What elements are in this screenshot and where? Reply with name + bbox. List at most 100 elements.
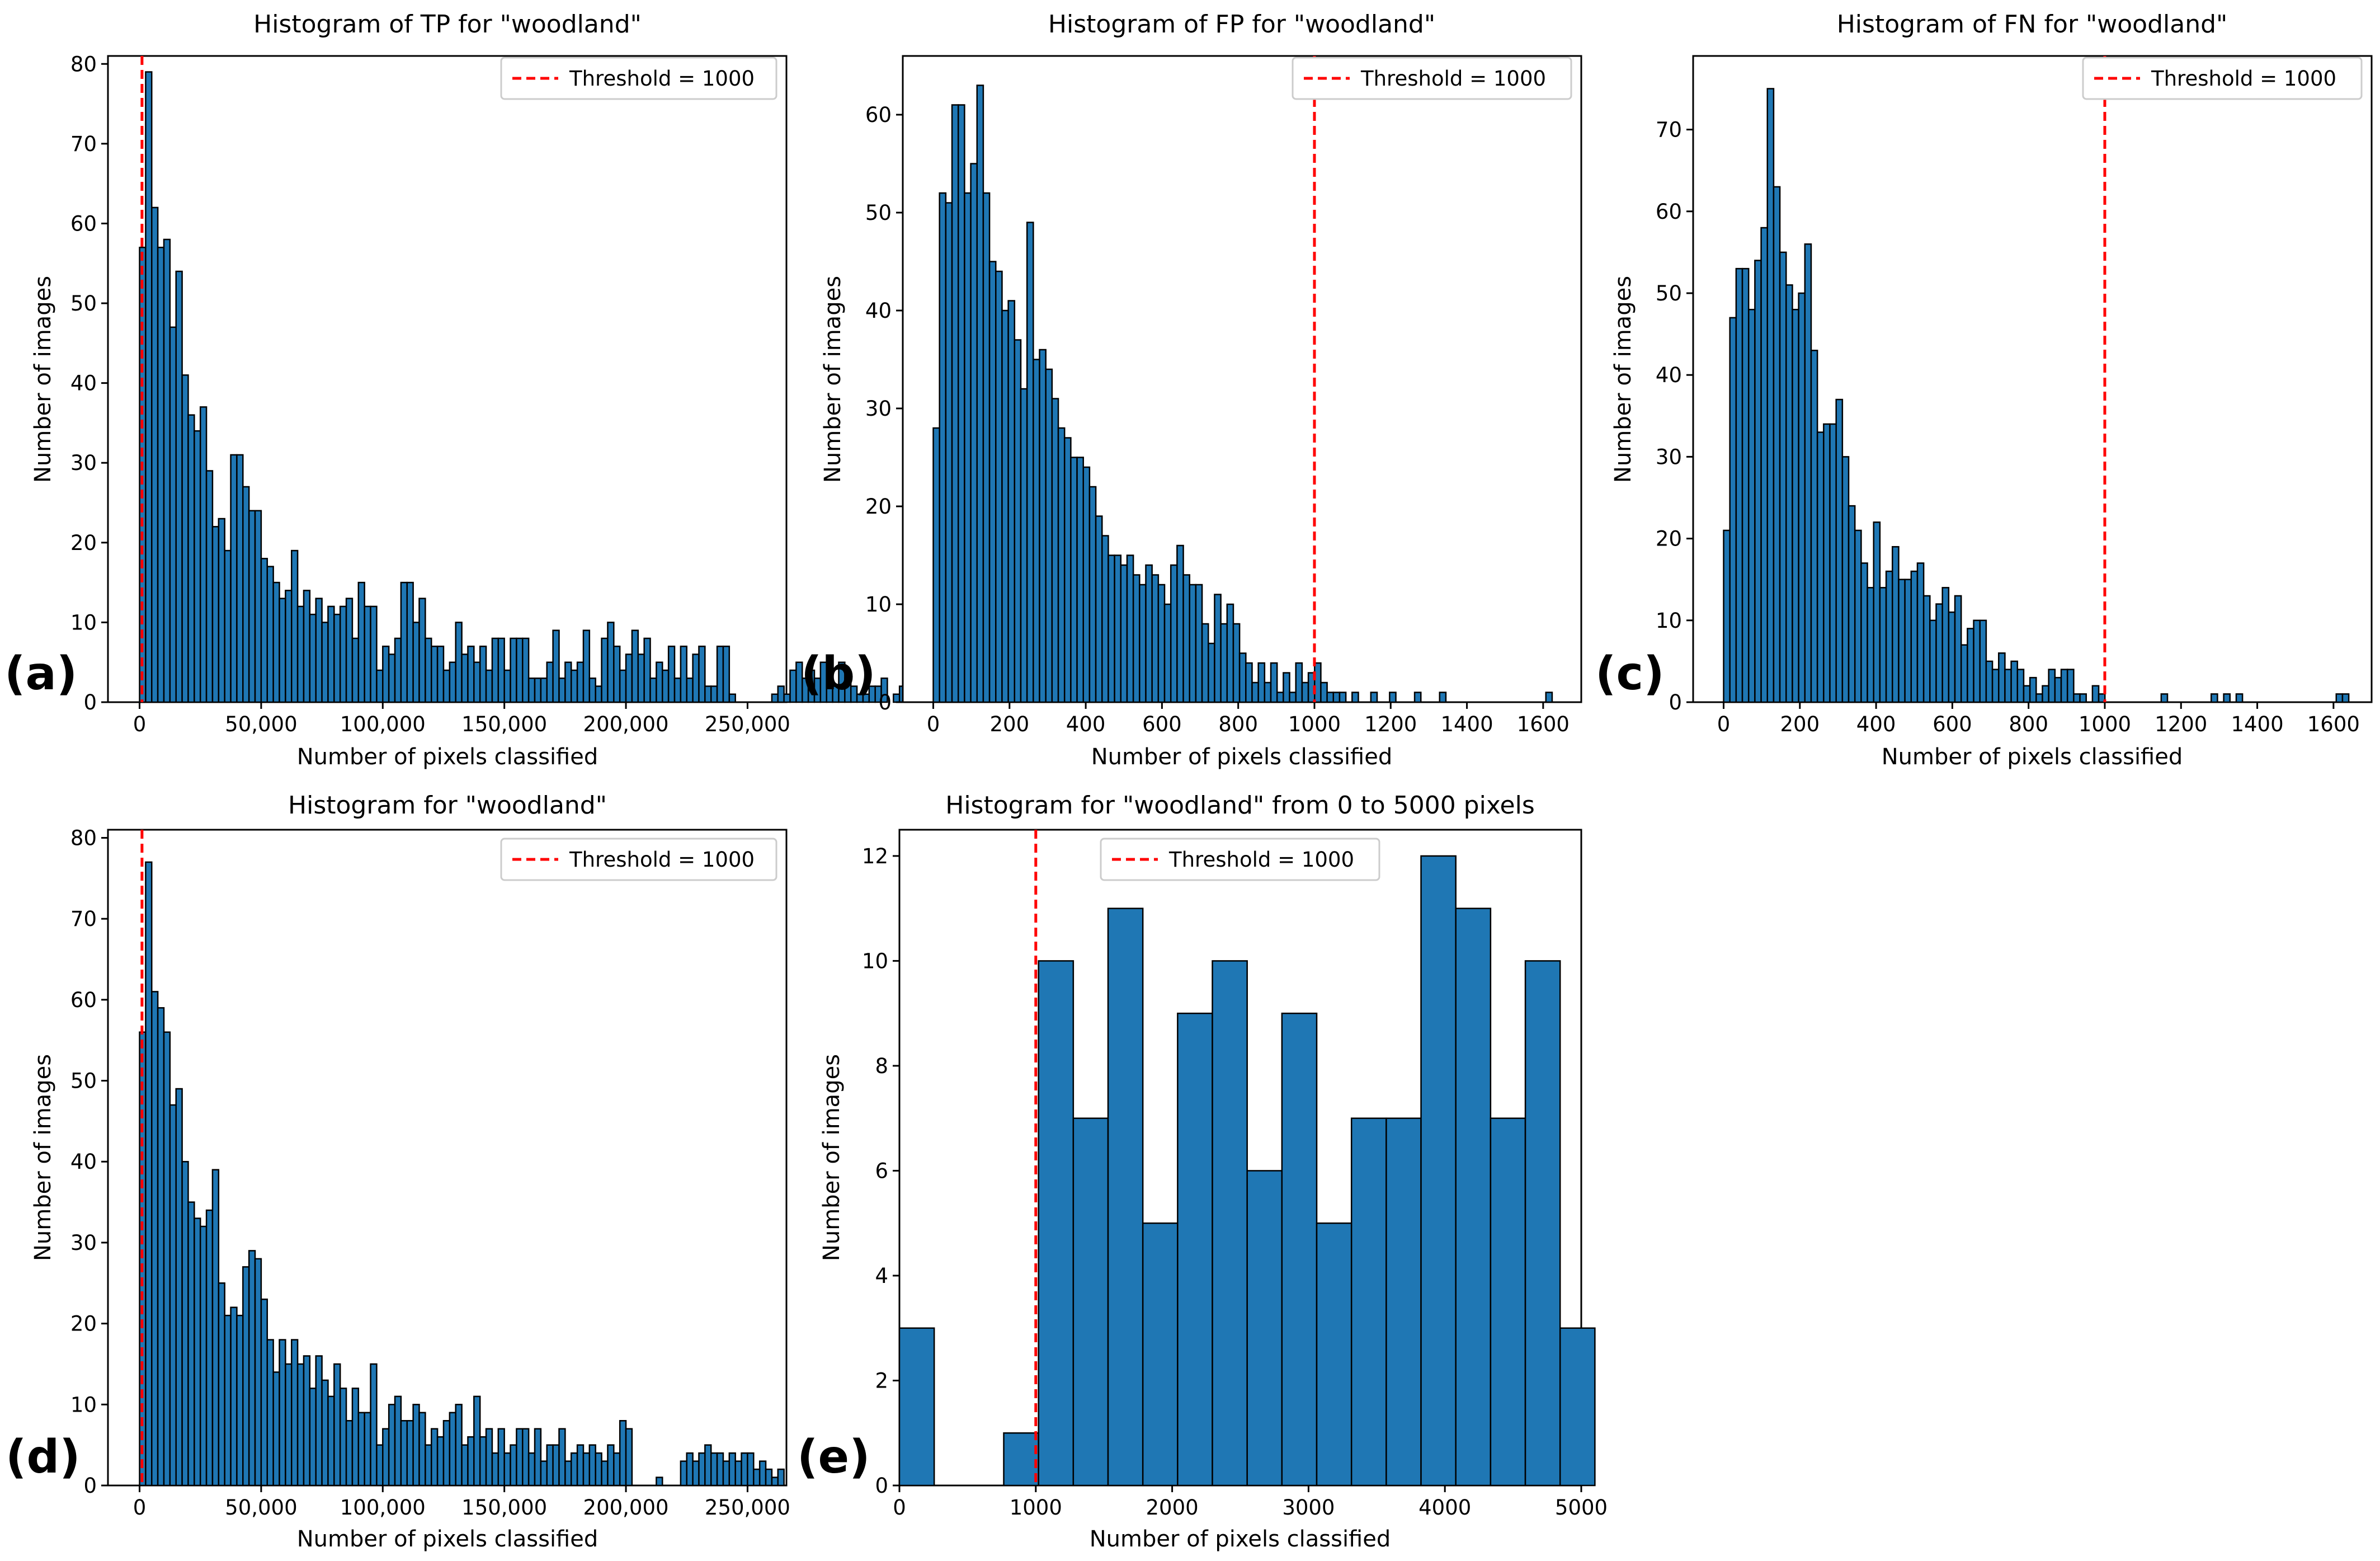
histogram-bar xyxy=(412,622,420,703)
histogram-bar xyxy=(625,1428,633,1487)
histogram-bar xyxy=(455,622,463,703)
histogram-bar xyxy=(1082,466,1091,703)
histogram-bar xyxy=(382,645,390,703)
histogram-bar xyxy=(333,1363,341,1487)
histogram-bar xyxy=(1220,623,1228,703)
x-tick-label: 100,000 xyxy=(340,1496,426,1520)
y-tick-label: 0 xyxy=(875,1474,888,1498)
histogram-bar xyxy=(1841,456,1850,703)
histogram-bar xyxy=(1107,908,1144,1487)
histogram-bar xyxy=(698,645,706,703)
histogram-bar xyxy=(546,661,554,703)
histogram-bar xyxy=(236,1314,244,1487)
histogram-bar xyxy=(388,1404,396,1487)
histogram-bar xyxy=(988,261,997,703)
histogram-bar xyxy=(1039,349,1047,703)
legend-label: Threshold = 1000 xyxy=(1168,848,1354,872)
y-tick-label: 60 xyxy=(1656,200,1682,224)
histogram-bar xyxy=(1860,562,1868,703)
x-axis-label: Number of pixels classified xyxy=(1090,1526,1391,1552)
histogram-bar xyxy=(218,1282,225,1487)
histogram-bar xyxy=(2004,669,2012,703)
histogram-bar xyxy=(303,1355,311,1487)
x-tick-label: 1600 xyxy=(1517,712,1570,736)
histogram-bar xyxy=(1892,546,1900,703)
histogram-bar xyxy=(1208,642,1215,703)
y-tick-label: 80 xyxy=(70,52,97,76)
y-tick-label: 12 xyxy=(862,844,888,868)
histogram-bar xyxy=(309,1388,317,1487)
histogram-bar xyxy=(1545,692,1553,703)
histogram-bar xyxy=(339,1388,347,1487)
x-tick-label: 0 xyxy=(133,712,147,736)
histogram-bar xyxy=(741,1452,748,1487)
histogram-bar xyxy=(449,661,456,703)
histogram-bar xyxy=(1747,308,1756,703)
histogram-bar xyxy=(1389,692,1397,703)
histogram-bar xyxy=(1941,587,1950,703)
histogram-bar xyxy=(976,84,984,703)
x-tick-label: 0 xyxy=(1717,712,1731,736)
histogram-bar xyxy=(1281,1012,1318,1487)
histogram-bar xyxy=(1929,619,1937,703)
histogram-bar xyxy=(667,645,676,703)
histogram-bar xyxy=(898,1327,935,1487)
histogram-bar xyxy=(951,104,959,703)
histogram-bar xyxy=(497,637,505,703)
histogram-bar xyxy=(321,1379,329,1487)
histogram-bar xyxy=(1257,662,1266,703)
histogram-bar xyxy=(747,1452,755,1487)
x-tick-label: 200,000 xyxy=(583,712,669,736)
histogram-bar xyxy=(1954,595,1962,703)
x-tick-label: 150,000 xyxy=(461,712,547,736)
histogram-bar xyxy=(1057,427,1066,703)
x-axis-label: Number of pixels classified xyxy=(297,1526,598,1552)
histogram-bar xyxy=(285,590,293,703)
y-ticks: 0 10 20 30 40 50 60 xyxy=(865,103,903,714)
histogram-bar xyxy=(1873,521,1881,703)
histogram-bar xyxy=(753,1468,761,1487)
histogram-bar xyxy=(145,861,153,1487)
histogram-bar xyxy=(1151,574,1160,703)
y-tick-label: 40 xyxy=(70,372,97,396)
histogram-bar xyxy=(1413,692,1422,703)
histogram-bar xyxy=(1301,681,1309,703)
histogram-bar xyxy=(1904,579,1912,703)
histogram-bar xyxy=(601,637,609,703)
x-axis-label: Number of pixels classified xyxy=(1882,744,2183,770)
x-ticks: 0 200 400 600 800 1000 1200 1400 1600 xyxy=(927,702,1570,736)
histogram-bar xyxy=(595,685,602,703)
histogram-bar xyxy=(680,645,688,703)
y-tick-label: 80 xyxy=(70,826,97,850)
histogram-bar xyxy=(1189,584,1197,703)
histogram-bar xyxy=(418,598,426,703)
panel-c: 0 200 400 600 800 1000 1200 1400 1600 0 10 20 30 40 5… xyxy=(1595,10,2373,770)
y-tick-label: 2 xyxy=(875,1369,888,1393)
histogram-bar xyxy=(510,637,517,703)
y-tick-label: 30 xyxy=(1656,445,1682,469)
panel-b: 0 200 400 600 800 1000 1200 1400 1600 0 10 20 30 40 5… xyxy=(801,10,1582,770)
histogram-bar xyxy=(2098,693,2106,703)
histogram-bar xyxy=(473,661,481,703)
histogram-bar xyxy=(964,192,972,703)
legend-label: Threshold = 1000 xyxy=(569,67,755,91)
histogram-bar xyxy=(527,677,536,703)
histogram-bar xyxy=(1076,457,1084,703)
histogram-bar xyxy=(1126,554,1134,703)
histogram-bar xyxy=(716,1452,724,1487)
x-tick-label: 150,000 xyxy=(461,1496,547,1520)
histogram-bar xyxy=(291,1339,299,1487)
histogram-bar xyxy=(1960,644,1968,703)
histogram-bar xyxy=(1145,564,1153,703)
histogram-bar xyxy=(503,1452,511,1487)
histogram-bar xyxy=(345,598,354,703)
histogram-bar xyxy=(734,1460,742,1487)
histogram-bar xyxy=(1120,564,1128,703)
histogram-bar xyxy=(181,374,189,703)
histogram-bar xyxy=(1088,486,1097,703)
histogram-bar xyxy=(248,1250,256,1487)
y-tick-label: 40 xyxy=(70,1150,97,1174)
histogram-bar xyxy=(789,669,797,703)
histogram-bar xyxy=(430,1428,439,1487)
x-tick-label: 50,000 xyxy=(225,712,297,736)
